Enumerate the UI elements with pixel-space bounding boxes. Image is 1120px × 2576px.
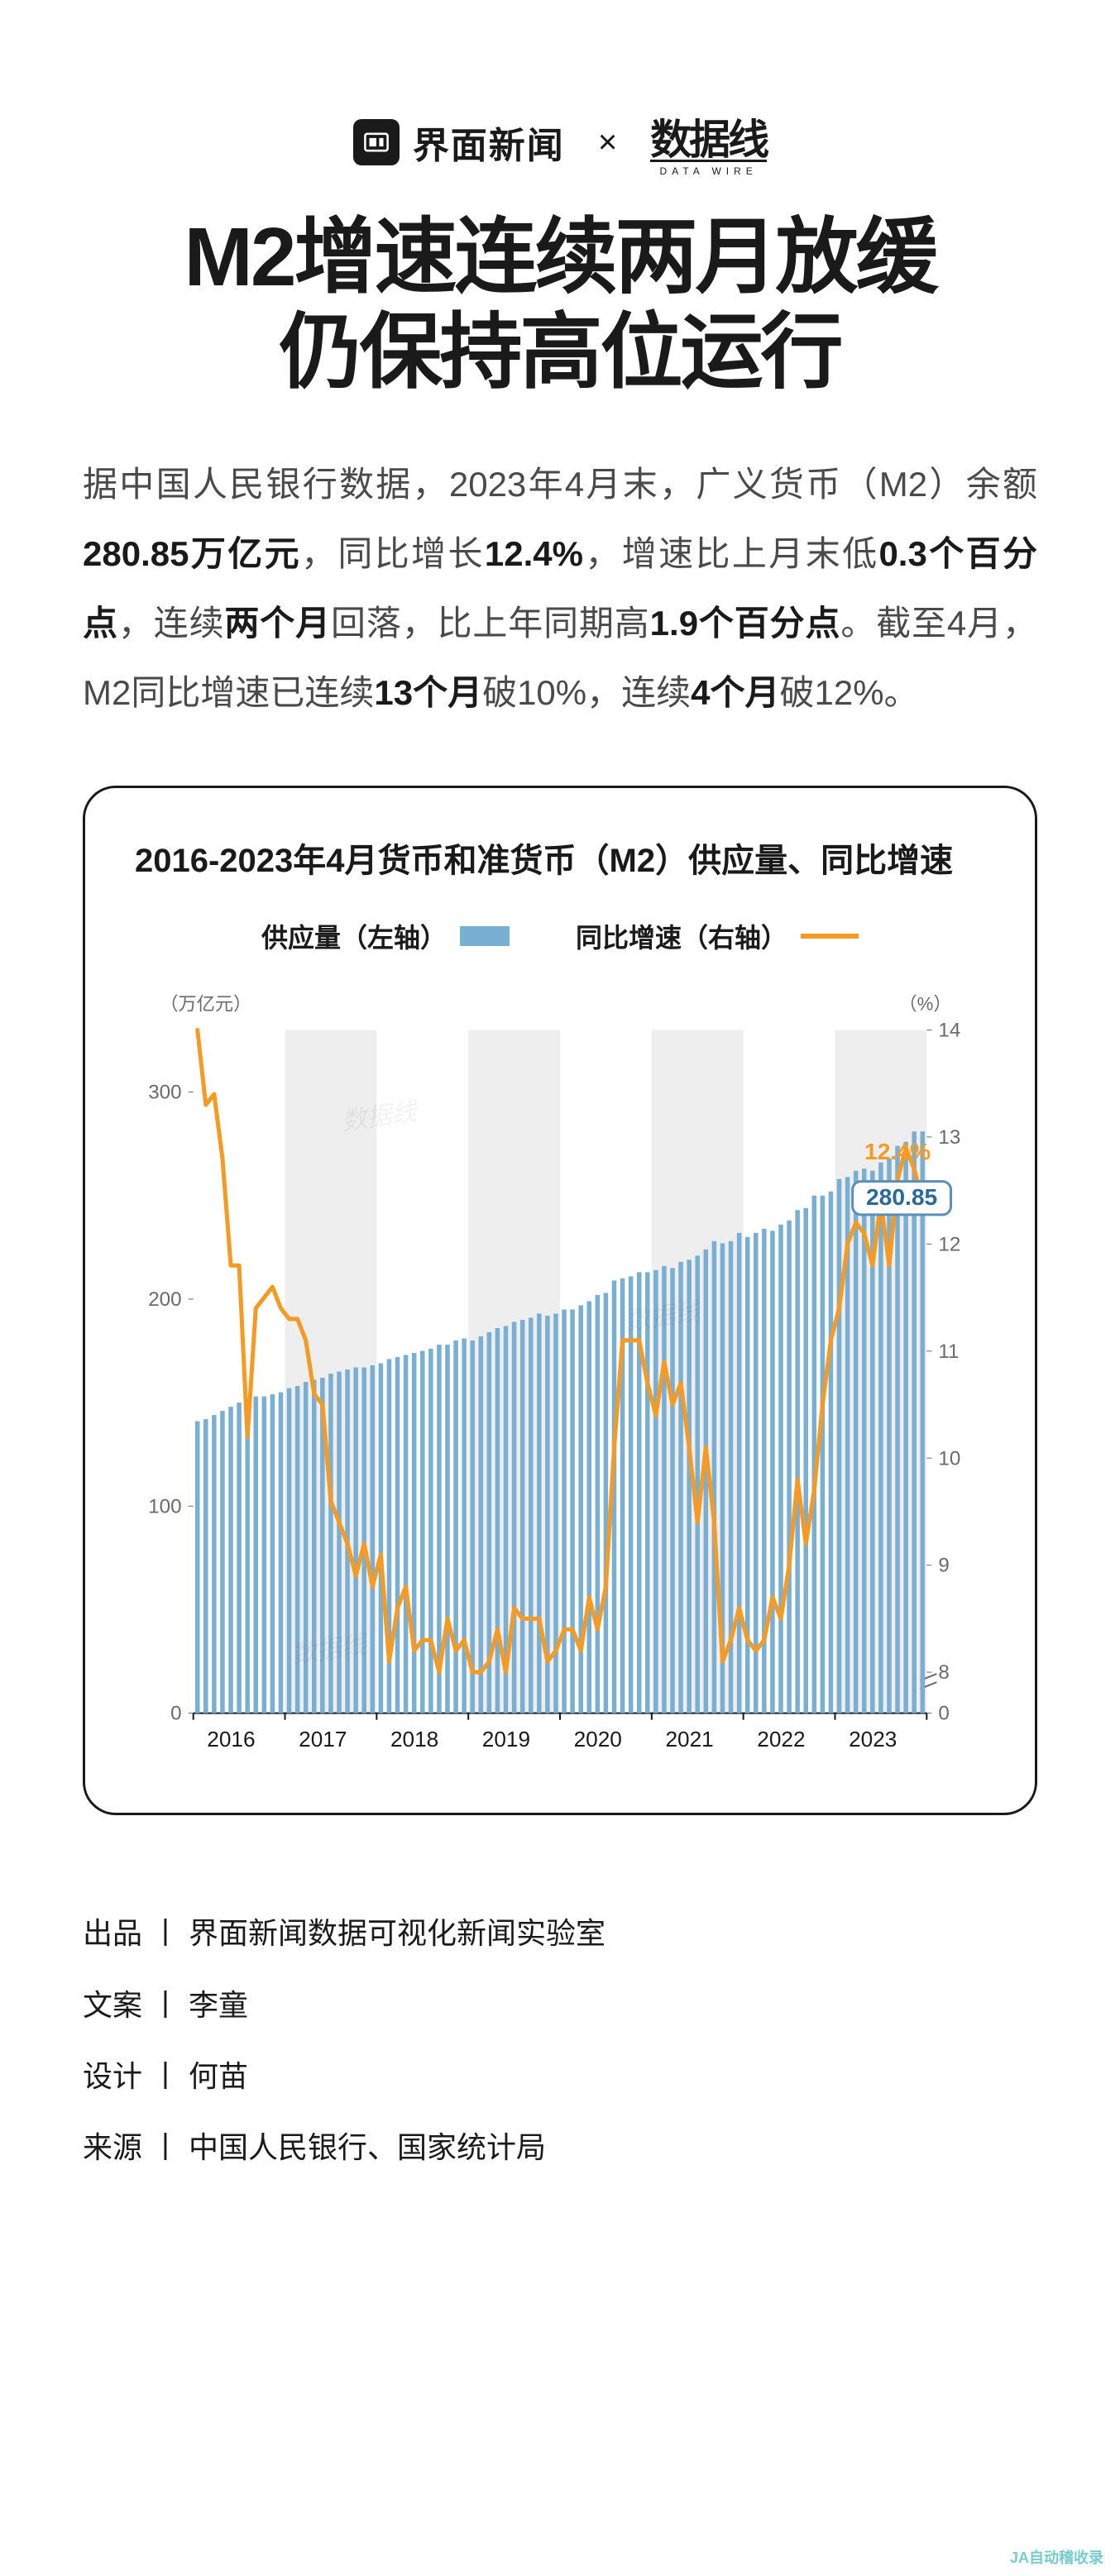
chart-legend: 供应量（左轴） 同比增速（右轴） [118,917,1002,955]
svg-text:0: 0 [938,1703,949,1725]
svg-text:14: 14 [938,1020,960,1042]
svg-text:8: 8 [938,1661,949,1684]
credit-writer: 文案丨李童 [83,1970,1037,2041]
svg-text:11: 11 [938,1341,959,1363]
svg-text:2019: 2019 [482,1727,530,1752]
brand-row: 界面新闻 × 数据线 [83,116,1037,169]
brand-datawire: 数据线 [650,123,767,162]
legend-bars-label: 供应量（左轴） [261,917,447,955]
legend-bars-swatch [460,926,510,946]
headline: M2增速连续两月放缓 仍保持高位运行 [83,210,1037,400]
brand-jiemian: 界面新闻 [353,116,565,169]
brand-separator: × [598,124,617,161]
credit-producer: 出品丨界面新闻数据可视化新闻实验室 [83,1898,1037,1969]
jiemian-logo-icon [353,119,400,165]
legend-line: 同比增速（右轴） [576,917,859,955]
chart-svg: 0 100 200 300 （万亿元） 0 8 9 10 11 12 13 14 （%） 2016 2017 2… [118,980,1002,1780]
headline-line1: M2增速连续两月放缓 [184,211,936,303]
svg-text:2020: 2020 [574,1727,622,1752]
legend-line-swatch [801,934,859,939]
svg-text:2021: 2021 [665,1727,713,1752]
legend-line-label: 同比增速（右轴） [576,917,787,955]
svg-text:13: 13 [938,1126,960,1149]
brand-jiemian-text: 界面新闻 [413,116,565,169]
svg-text:200: 200 [148,1288,181,1311]
svg-text:300: 300 [148,1082,181,1104]
svg-text:2016: 2016 [207,1727,255,1752]
svg-text:2022: 2022 [757,1727,805,1752]
credit-source: 来源丨中国人民银行、国家统计局 [83,2112,1037,2183]
body-paragraph: 据中国人民银行数据，2023年4月末，广义货币（M2）余额280.85万亿元，同… [83,450,1037,728]
headline-line2: 仍保持高位运行 [280,306,841,399]
svg-text:2018: 2018 [390,1727,438,1752]
chart-title: 2016-2023年4月货币和准货币（M2）供应量、同比增速 [118,838,1002,884]
svg-text:0: 0 [170,1703,181,1725]
svg-text:（%）: （%） [899,993,952,1014]
svg-text:280.85: 280.85 [866,1183,937,1210]
watermark: JA自动稽收录 [1010,2546,1103,2568]
svg-text:2017: 2017 [299,1727,347,1752]
infographic-page: 界面新闻 × 数据线 M2增速连续两月放缓 仍保持高位运行 据中国人民银行数据，… [0,0,1120,2250]
legend-bars: 供应量（左轴） [261,917,510,955]
svg-text:（万亿元）: （万亿元） [160,993,251,1014]
svg-text:100: 100 [148,1495,181,1517]
svg-text:12.4%: 12.4% [864,1138,931,1164]
svg-text:12: 12 [938,1233,960,1255]
svg-text:10: 10 [938,1447,960,1470]
credit-designer: 设计丨何苗 [83,2041,1037,2112]
svg-text:9: 9 [938,1555,949,1577]
chart-card: 2016-2023年4月货币和准货币（M2）供应量、同比增速 供应量（左轴） 同… [83,786,1037,1815]
credits: 出品丨界面新闻数据可视化新闻实验室 文案丨李童 设计丨何苗 来源丨中国人民银行、… [83,1898,1037,2184]
svg-text:2023: 2023 [849,1727,897,1752]
